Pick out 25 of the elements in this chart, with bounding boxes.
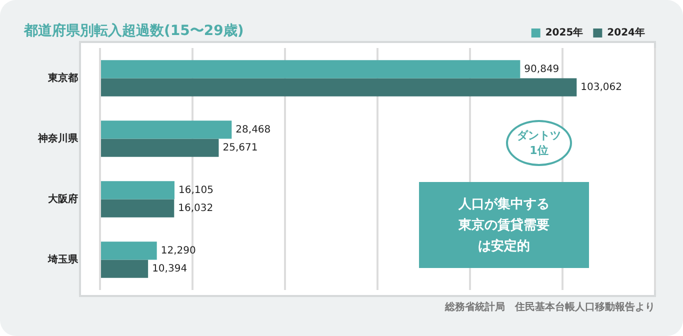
data-label: 12,290	[160, 245, 196, 256]
data-label: 25,671	[222, 142, 258, 154]
bar	[101, 242, 157, 260]
data-label: 16,105	[178, 184, 214, 196]
y-tick-label: 東京都	[47, 72, 78, 84]
text-box: 人口が集中する東京の賃貸需要は安定的	[419, 182, 589, 268]
bar	[101, 120, 232, 139]
bar	[101, 60, 520, 78]
bar	[101, 199, 174, 218]
data-label: 10,394	[152, 263, 188, 274]
y-tick-label: 神奈川県	[37, 132, 79, 144]
y-tick-label: 大阪府	[47, 192, 78, 205]
data-label: 16,032	[178, 202, 214, 214]
chart-title: 都道府県別転入超過数(15〜29歳)	[24, 22, 244, 40]
y-tick-label: 埼玉県	[47, 253, 79, 266]
text: 総務省統計局 住民基本台帳人口移動報告より	[445, 300, 655, 314]
data-label: 90,849	[524, 64, 560, 75]
legend-label: 2024年	[607, 26, 646, 39]
data-label: 103,062	[580, 82, 622, 93]
data-label: 28,468	[236, 124, 271, 136]
bar	[101, 181, 174, 200]
bar	[101, 78, 577, 96]
bar	[101, 138, 219, 157]
bar	[101, 260, 148, 278]
legend-label: 2025年	[545, 26, 584, 39]
